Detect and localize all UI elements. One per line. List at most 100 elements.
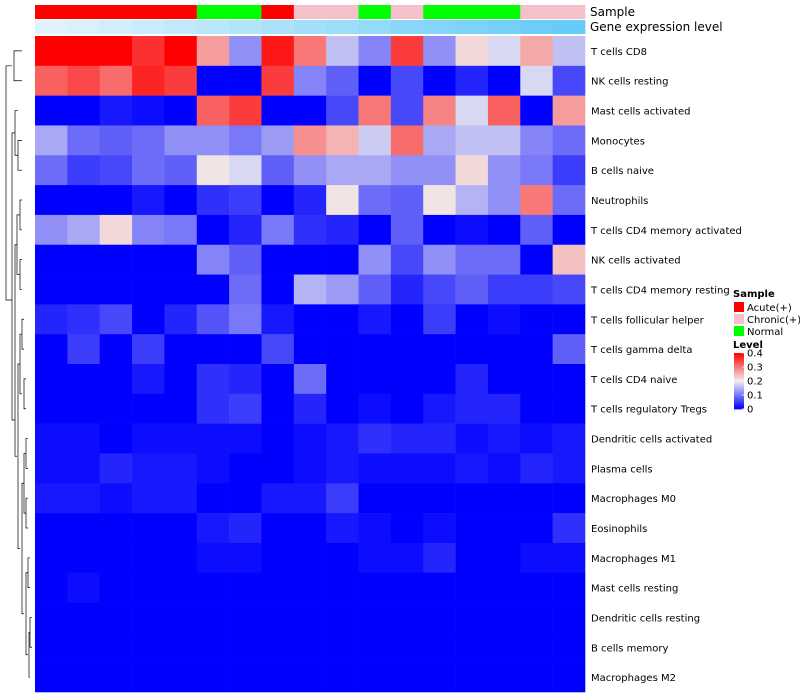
row-label: T cells follicular helper (590, 315, 705, 326)
heatmap-cell (229, 125, 262, 156)
heatmap-cell (552, 36, 586, 67)
colorbar-step (734, 383, 744, 386)
legend-entry-label: Chronic(+) (747, 315, 800, 326)
heatmap-cell (487, 632, 521, 663)
dendrogram-link (25, 572, 28, 656)
heatmap-cell (423, 95, 456, 126)
heatmap-cell (293, 304, 327, 335)
heatmap-cell (326, 274, 359, 305)
sample-annotation-cell (455, 5, 489, 19)
heatmap-cell (99, 513, 133, 544)
heatmap-cell (293, 36, 327, 67)
heatmap-cell (293, 95, 327, 126)
heatmap-cell (164, 304, 198, 335)
row-labels: T cells CD8 NK cells resting Mast cells ac… (590, 47, 742, 684)
heatmap-cell (196, 513, 230, 544)
colorbar-step (734, 395, 744, 397)
sample-annotation-cell (164, 5, 198, 19)
heatmap-cell (229, 65, 262, 96)
heatmap-cell (358, 602, 392, 633)
row-label: Plasma cells (591, 464, 653, 475)
heatmap-cell (326, 95, 359, 126)
colorbar-step (734, 381, 744, 383)
heatmap-cell (196, 572, 230, 603)
heatmap-cell (358, 542, 392, 574)
heatmap-cell (552, 125, 586, 156)
sample-annotation-cell (358, 5, 392, 19)
heatmap-cell (487, 155, 521, 186)
heatmap-cell (67, 334, 101, 365)
heatmap-cell (67, 304, 101, 335)
heatmap-cell (196, 453, 230, 484)
heatmap-cell (261, 214, 295, 246)
heatmap-cell (229, 513, 262, 544)
heatmap-cell (99, 453, 133, 484)
colorbar-step (734, 362, 744, 365)
heatmap-cell (293, 513, 327, 544)
heatmap-cell (293, 65, 327, 96)
heatmap-cell (487, 125, 521, 156)
heatmap-cell (35, 36, 68, 67)
heatmap-cell (99, 185, 133, 216)
heatmap-cell (390, 393, 424, 424)
heatmap-cell (132, 125, 165, 156)
heatmap-cell (552, 185, 586, 216)
heatmap-cell (67, 423, 101, 454)
heatmap-cell (487, 364, 521, 395)
colorbar-step (734, 355, 744, 358)
heatmap-cell (67, 632, 101, 663)
expression-annotation-cell (390, 20, 424, 34)
heatmap-cell (520, 304, 553, 335)
heatmap-cell (229, 453, 262, 484)
heatmap-cell (261, 95, 295, 126)
colorbar-step (734, 376, 744, 379)
heatmap-cell (196, 95, 230, 126)
heatmap-cell (520, 125, 553, 156)
heatmap-cell (35, 155, 68, 186)
heatmap-cell (552, 364, 586, 395)
heatmap-cell (455, 423, 489, 454)
colorbar-step (734, 361, 744, 364)
heatmap-cell (67, 364, 101, 395)
heatmap-cell (552, 274, 586, 305)
heatmap-cell (132, 602, 165, 633)
heatmap-cell (487, 214, 521, 246)
heatmap-cell (293, 214, 327, 246)
heatmap-cell (99, 155, 133, 186)
heatmap-cell (358, 95, 392, 126)
colorbar-step (734, 403, 744, 406)
heatmap-cell (229, 572, 262, 603)
heatmap-cell (196, 364, 230, 395)
colorbar-tick-label: 0.2 (747, 377, 763, 388)
heatmap-cell (390, 185, 424, 216)
colorbar-step (734, 385, 744, 387)
heatmap-cell (520, 513, 553, 544)
heatmap-cell (552, 632, 586, 663)
dendrogram-link (14, 110, 18, 156)
heatmap-cell (487, 602, 521, 633)
dendrogram-link (17, 363, 20, 549)
heatmap-cell (293, 334, 327, 365)
heatmap-cell (67, 185, 101, 216)
heatmap-cell (99, 662, 133, 693)
heatmap-cell (487, 65, 521, 96)
annotation-label-gene-expression: Gene expression level (590, 20, 723, 34)
expression-annotation-cell (293, 20, 327, 34)
heatmap-cell (293, 542, 327, 574)
heatmap-cell (35, 304, 68, 335)
heatmap-cell (455, 662, 489, 693)
heatmap-cell (132, 423, 165, 454)
heatmap-cell (261, 602, 295, 633)
heatmap-cell (261, 393, 295, 424)
colorbar-step (734, 353, 744, 355)
heatmap-cell (390, 244, 424, 275)
heatmap-cell (67, 274, 101, 305)
colorbar-step (734, 389, 744, 392)
heatmap-cell (552, 65, 586, 96)
row-label: T cells CD4 memory resting (590, 285, 730, 296)
heatmap-cell (520, 364, 553, 395)
heatmap-cell (455, 65, 489, 96)
colorbar-step (734, 400, 744, 403)
heatmap-cell (552, 513, 586, 544)
